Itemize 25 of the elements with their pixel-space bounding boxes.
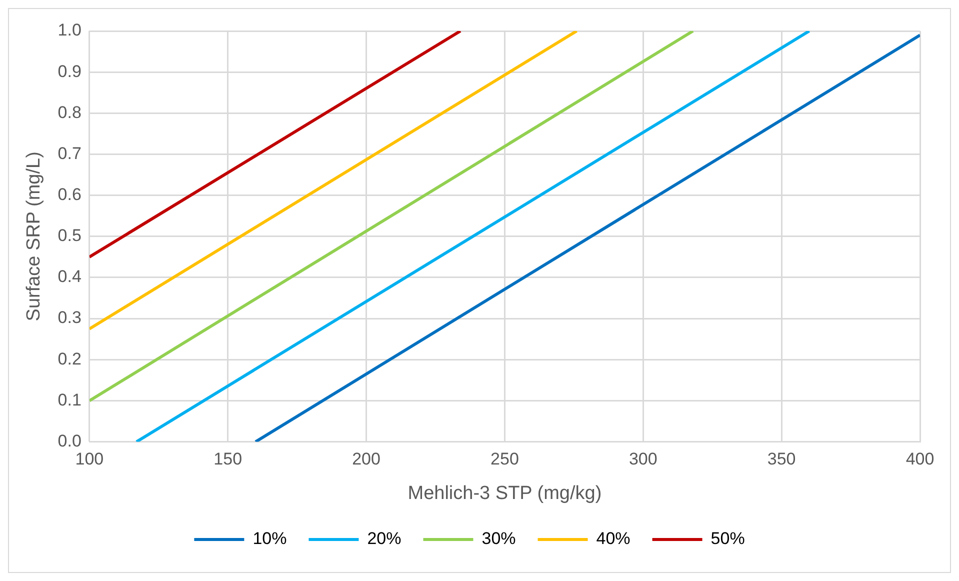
y-tick-label: 0.7 <box>58 144 82 163</box>
y-tick-label: 0.0 <box>58 431 82 450</box>
x-tick-label: 100 <box>75 450 104 469</box>
x-tick-label: 200 <box>352 450 380 469</box>
legend-label: 50% <box>710 529 745 548</box>
x-tick-label: 300 <box>628 450 658 469</box>
x-axis-title: Mehlich-3 STP (mg/kg) <box>408 482 602 504</box>
y-tick-label: 0.4 <box>58 267 82 286</box>
legend-label: 20% <box>367 529 402 548</box>
legend-label: 40% <box>596 529 630 548</box>
legend-label: 10% <box>252 529 287 548</box>
y-tick-label: 0.5 <box>58 226 82 246</box>
y-tick-label: 0.6 <box>58 185 82 204</box>
y-tick-label: 0.9 <box>58 62 82 81</box>
y-axis-title: Surface SRP (mg/L) <box>24 152 45 322</box>
x-tick-label: 400 <box>906 450 934 469</box>
x-tick-label: 350 <box>767 450 796 469</box>
y-tick-label: 0.1 <box>58 390 82 410</box>
y-tick-label: 0.3 <box>58 308 82 328</box>
legend-label: 30% <box>482 529 516 548</box>
y-tick-label: 0.2 <box>58 349 82 368</box>
y-tick-label: 0.8 <box>58 102 82 122</box>
y-tick-label: 1.0 <box>58 20 82 40</box>
x-tick-label: 250 <box>490 450 519 469</box>
x-tick-label: 150 <box>214 450 242 469</box>
